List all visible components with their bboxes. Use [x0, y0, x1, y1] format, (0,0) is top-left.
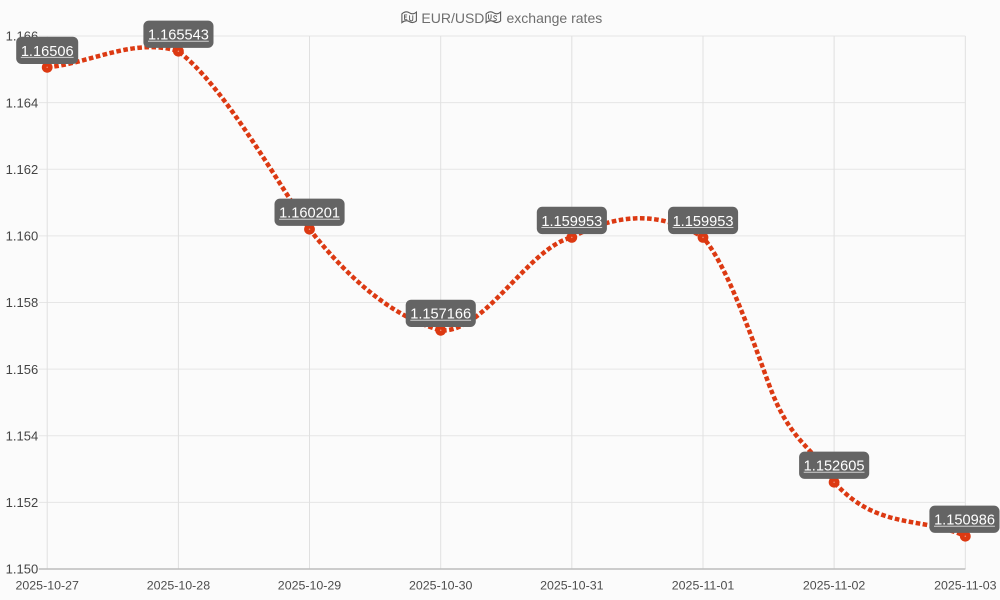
svg-text:2025-11-03: 2025-11-03	[934, 579, 997, 593]
svg-text:1.157166: 1.157166	[410, 307, 471, 323]
svg-text:1.164: 1.164	[6, 95, 39, 110]
svg-text:EUR/USD: EUR/USD	[421, 10, 484, 26]
svg-text:1.165543: 1.165543	[148, 28, 209, 44]
svg-text:2025-10-31: 2025-10-31	[540, 579, 603, 593]
svg-text:1.152605: 1.152605	[804, 459, 865, 475]
svg-text:1.16506: 1.16506	[21, 44, 74, 60]
svg-text:1.162: 1.162	[6, 162, 39, 177]
svg-text:1.160: 1.160	[6, 229, 39, 244]
svg-text:1.158: 1.158	[6, 295, 39, 310]
svg-text:2025-11-02: 2025-11-02	[803, 579, 866, 593]
svg-text:2025-10-28: 2025-10-28	[147, 579, 210, 593]
svg-text:2025-10-29: 2025-10-29	[278, 579, 341, 593]
svg-text:1.160201: 1.160201	[279, 206, 340, 222]
svg-text:1.152: 1.152	[6, 495, 39, 510]
svg-text:2025-10-27: 2025-10-27	[16, 579, 79, 593]
svg-text:exchange rates: exchange rates	[507, 10, 603, 26]
svg-text:1.150986: 1.150986	[934, 513, 995, 529]
svg-text:1.159953: 1.159953	[541, 214, 602, 230]
svg-text:2025-10-30: 2025-10-30	[409, 579, 472, 593]
svg-text:1.159953: 1.159953	[673, 214, 734, 230]
svg-text:1.156: 1.156	[6, 362, 39, 377]
svg-text:1.150: 1.150	[6, 562, 39, 577]
svg-text:2025-11-01: 2025-11-01	[672, 579, 735, 593]
svg-text:1.154: 1.154	[6, 428, 39, 443]
